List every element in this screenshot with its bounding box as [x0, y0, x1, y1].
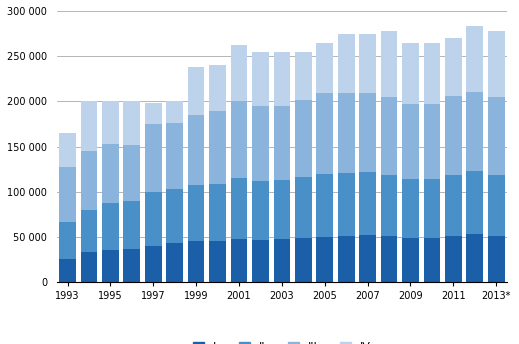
Bar [381, 97, 398, 174]
Bar [166, 101, 183, 123]
Bar [166, 123, 183, 189]
Bar [124, 201, 140, 249]
Bar [402, 238, 419, 282]
Bar [209, 65, 226, 111]
Bar [166, 243, 183, 282]
Bar [80, 101, 97, 151]
Bar [467, 234, 483, 282]
Bar [445, 174, 462, 236]
Bar [274, 106, 290, 180]
Bar [488, 97, 504, 174]
Bar [295, 177, 312, 238]
Bar [488, 31, 504, 97]
Bar [295, 238, 312, 282]
Legend: I, II, III, IV: I, II, III, IV [194, 342, 371, 344]
Bar [317, 93, 333, 174]
Bar [188, 185, 204, 241]
Bar [124, 145, 140, 201]
Bar [209, 184, 226, 240]
Bar [488, 236, 504, 282]
Bar [59, 222, 76, 259]
Bar [274, 52, 290, 106]
Bar [145, 103, 161, 124]
Bar [124, 101, 140, 145]
Bar [424, 238, 440, 282]
Bar [102, 250, 119, 282]
Bar [338, 173, 354, 236]
Bar [295, 99, 312, 177]
Bar [359, 93, 376, 172]
Bar [209, 111, 226, 184]
Bar [424, 104, 440, 179]
Bar [80, 210, 97, 252]
Bar [295, 52, 312, 99]
Bar [80, 252, 97, 282]
Bar [230, 239, 248, 282]
Bar [381, 174, 398, 236]
Bar [188, 241, 204, 282]
Bar [102, 203, 119, 250]
Bar [381, 236, 398, 282]
Bar [467, 171, 483, 234]
Bar [402, 43, 419, 104]
Bar [124, 249, 140, 282]
Bar [338, 93, 354, 173]
Bar [80, 151, 97, 210]
Bar [252, 181, 269, 240]
Bar [209, 240, 226, 282]
Bar [188, 67, 204, 115]
Bar [445, 236, 462, 282]
Bar [274, 239, 290, 282]
Bar [274, 180, 290, 239]
Bar [317, 237, 333, 282]
Bar [338, 33, 354, 93]
Bar [252, 240, 269, 282]
Bar [230, 178, 248, 239]
Bar [467, 92, 483, 171]
Bar [445, 38, 462, 96]
Bar [359, 172, 376, 235]
Bar [402, 104, 419, 179]
Bar [381, 31, 398, 97]
Bar [359, 33, 376, 93]
Bar [445, 96, 462, 174]
Bar [424, 43, 440, 104]
Bar [145, 124, 161, 192]
Bar [424, 179, 440, 238]
Bar [145, 192, 161, 246]
Bar [102, 101, 119, 144]
Bar [317, 43, 333, 93]
Bar [59, 133, 76, 167]
Bar [230, 101, 248, 178]
Bar [338, 236, 354, 282]
Bar [188, 115, 204, 185]
Bar [402, 179, 419, 238]
Bar [252, 106, 269, 181]
Bar [145, 246, 161, 282]
Bar [359, 235, 376, 282]
Bar [59, 259, 76, 282]
Bar [166, 189, 183, 243]
Bar [252, 52, 269, 106]
Bar [467, 26, 483, 92]
Bar [488, 174, 504, 236]
Bar [317, 174, 333, 237]
Bar [59, 167, 76, 222]
Bar [102, 144, 119, 203]
Bar [230, 45, 248, 101]
